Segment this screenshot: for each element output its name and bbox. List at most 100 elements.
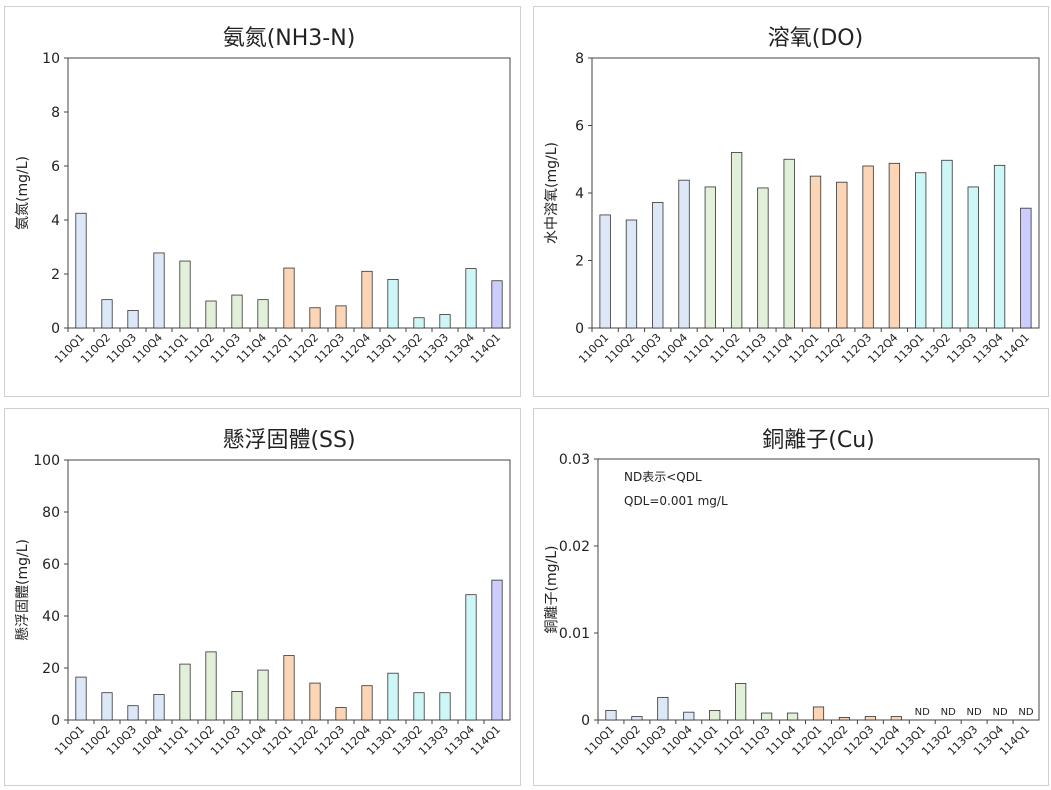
bar-111Q4	[257, 669, 269, 721]
chart-title: 懸浮固體(SS)	[222, 428, 355, 453]
bar-110Q4	[683, 711, 695, 721]
bar-112Q3	[862, 165, 874, 329]
value-label-113Q1: ND	[915, 707, 930, 718]
bar-113Q1	[387, 672, 399, 721]
bar-113Q4	[993, 164, 1006, 329]
chart-panel-do: 溶氧(DO) 0 2 4 6 8 水中溶氧(mg/L) 110Q1 110Q2 110Q3 110Q…	[533, 6, 1049, 397]
chart-do: 溶氧(DO)02468水中溶氧(mg/L)110Q1110Q2110Q3110Q…	[544, 26, 1040, 366]
bar-111Q2	[205, 651, 217, 721]
bar-114Q1	[491, 579, 503, 721]
bar-111Q3	[231, 690, 243, 721]
bar-111Q1	[179, 260, 191, 329]
bar-112Q1	[283, 267, 295, 329]
y-tick-label: 0	[575, 321, 584, 337]
bar-110Q3	[127, 310, 139, 329]
y-tick-label: 40	[42, 609, 60, 625]
value-label-113Q2: ND	[941, 707, 956, 718]
bar-113Q3	[439, 314, 451, 329]
y-tick-label: 6	[51, 159, 60, 175]
bar-110Q4	[153, 252, 165, 329]
bar-112Q2	[309, 307, 321, 329]
bar-111Q3	[231, 294, 243, 329]
bar-112Q2	[838, 716, 851, 721]
bar-112Q2	[309, 682, 321, 721]
y-tick-label: 8	[51, 105, 60, 121]
bar-112Q3	[335, 707, 347, 721]
x-tick-label: 114Q1	[468, 331, 503, 366]
bar-111Q1	[709, 710, 721, 721]
bar-110Q2	[101, 692, 113, 721]
bar-110Q1	[75, 212, 87, 329]
bar-112Q4	[888, 162, 901, 329]
y-tick-label: 80	[42, 505, 60, 521]
x-tick-label: 114Q1	[997, 331, 1032, 366]
bar-110Q4	[678, 179, 690, 329]
bar-112Q4	[890, 716, 902, 721]
y-tick-label: 6	[575, 119, 584, 135]
chart-nh3n: 氨氮(NH3-N)0246810氨氮(mg/L)110Q1110Q2110Q31…	[15, 26, 511, 366]
y-tick-label: 0.03	[559, 452, 590, 468]
bar-112Q2	[836, 181, 848, 329]
annotation-note: QDL=0.001 mg/L	[624, 494, 728, 508]
chart-panel-cu: 銅離子(Cu) 0 0.01 0.02 0.03 銅離子(mg/L) 110Q1 110Q2 1…	[533, 408, 1049, 786]
y-tick-label: 4	[51, 213, 60, 229]
bar-112Q1	[812, 706, 825, 721]
y-tick-label: 20	[42, 661, 60, 677]
value-label-113Q4: ND	[992, 707, 1007, 718]
bar-114Q1	[1020, 207, 1032, 329]
bar-111Q2	[735, 683, 747, 721]
chart-cu: 銅離子(Cu)00.010.020.03銅離子(mg/L)110Q1110Q21…	[543, 428, 1040, 758]
bar-113Q3	[967, 186, 979, 329]
y-tick-label: 10	[42, 51, 60, 67]
value-label-113Q3: ND	[967, 707, 982, 718]
y-axis-label: 氨氮(mg/L)	[15, 156, 31, 230]
bar-113Q2	[941, 159, 953, 329]
y-tick-label: 2	[51, 267, 60, 283]
x-tick-label: 114Q1	[997, 723, 1032, 758]
x-tick-label: 114Q1	[468, 723, 503, 758]
bar-112Q1	[283, 655, 295, 721]
bar-110Q3	[127, 705, 139, 721]
bar-113Q4	[465, 594, 477, 721]
bar-113Q2	[413, 692, 425, 721]
y-tick-label: 100	[33, 453, 60, 469]
bar-113Q3	[439, 692, 451, 721]
bar-111Q2	[730, 152, 743, 329]
bar-111Q4	[257, 299, 269, 329]
bar-110Q1	[599, 214, 611, 329]
bar-113Q1	[387, 278, 399, 329]
value-label-114Q1: ND	[1018, 707, 1033, 718]
y-tick-label: 8	[575, 51, 584, 67]
bar-110Q3	[657, 696, 669, 721]
chart-title: 氨氮(NH3-N)	[223, 26, 356, 51]
bar-112Q3	[335, 305, 347, 329]
bar-113Q4	[465, 268, 477, 329]
bar-111Q3	[757, 187, 769, 329]
y-tick-label: 0	[581, 713, 590, 729]
bar-110Q2	[625, 219, 638, 329]
bar-111Q1	[179, 663, 191, 721]
chart-title: 銅離子(Cu)	[762, 428, 874, 453]
y-tick-label: 0	[51, 321, 60, 337]
bar-111Q4	[786, 712, 799, 721]
y-tick-label: 0.02	[559, 539, 590, 555]
bar-110Q2	[101, 299, 113, 329]
y-axis-label: 銅離子(mg/L)	[543, 546, 560, 634]
chart-title: 溶氧(DO)	[768, 26, 863, 51]
y-tick-label: 2	[575, 254, 584, 270]
y-axis-label: 水中溶氧(mg/L)	[544, 142, 560, 244]
bar-111Q1	[704, 186, 716, 329]
bar-111Q3	[761, 712, 773, 721]
bar-113Q2	[413, 317, 425, 329]
bar-111Q4	[783, 158, 795, 329]
y-tick-label: 4	[575, 186, 584, 202]
y-axis-label: 懸浮固體(mg/L)	[15, 539, 31, 641]
bar-113Q1	[915, 172, 927, 329]
bar-112Q4	[361, 270, 373, 329]
bar-112Q1	[809, 175, 822, 329]
y-tick-label: 0	[51, 713, 60, 729]
bar-112Q3	[864, 716, 876, 721]
annotation-note: ND表示<QDL	[624, 470, 702, 484]
y-tick-label: 60	[42, 557, 60, 573]
bar-110Q4	[153, 694, 165, 721]
